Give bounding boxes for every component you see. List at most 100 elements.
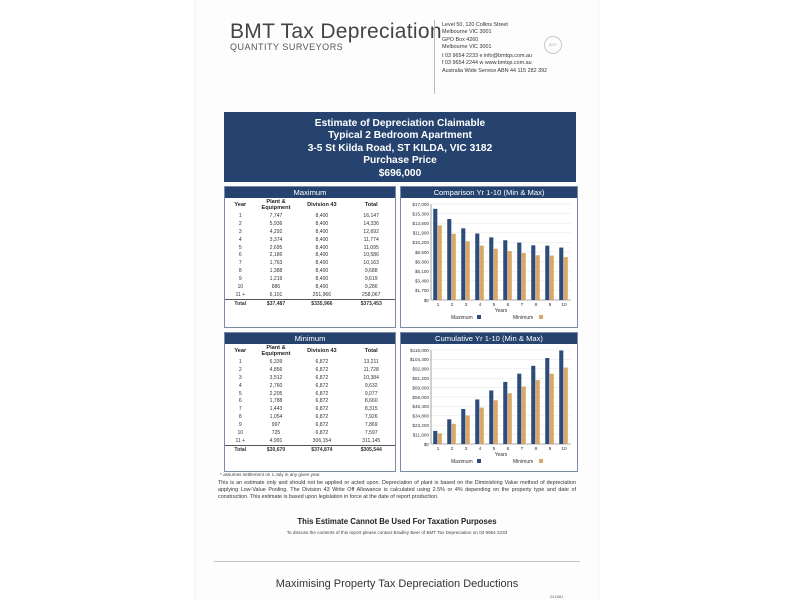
table-row: 6 1,788 6,872 8,660 [225,397,395,405]
table-cell: 7 [238,260,242,267]
table-cell: 1,388 [269,268,283,275]
table-row: 3 3,512 6,872 10,384 [225,374,395,382]
table-cell: 9,286 [364,283,378,290]
table-cell: 6 [238,252,242,259]
table-cell: 6,872 [315,406,329,413]
table-row: 7 1,443 6,872 8,315 [225,405,395,413]
table-row: 3 4,292 8,400 12,692 [225,228,395,236]
table-cell: 4 [238,382,242,389]
table-row: 7 1,763 8,400 10,163 [225,259,395,267]
table-row: 5 2,205 6,872 9,077 [225,390,395,398]
maximum-table-panel: Maximum Year Plant & Equipment Division … [224,186,396,328]
bar-maximum [559,350,564,444]
table-cell: 725 [271,429,281,436]
bar-maximum [489,237,494,300]
table-cell: 2,695 [269,244,283,251]
table-cell: 9,619 [364,276,378,283]
bar-minimum [479,407,484,444]
maximum-table: Year Plant & Equipment Division 43 Total… [225,198,395,309]
bar-minimum [479,245,484,300]
banner-title: Estimate of Depreciation Claimable [314,118,486,129]
footer-divider [214,561,580,562]
x-tick-label: 3 [465,302,468,308]
table-cell: 9,632 [364,382,378,389]
table-row: 10 725 6,872 7,597 [225,429,395,437]
table-row: 4 2,760 6,872 9,632 [225,382,395,390]
y-tick-label: $58,000 [412,395,429,400]
table-cell: 6,872 [315,414,329,421]
report-sheet: BMT Tax Depreciation QUANTITY SURVEYORS … [196,0,598,600]
bar-maximum [517,242,522,300]
table-cell: 886 [271,283,281,290]
table-cell: 3,374 [269,236,283,243]
y-tick-label: $34,800 [412,414,429,419]
legend-label: Maximum [451,459,473,465]
tagline: Maximising Property Tax Depreciation Ded… [275,578,519,590]
address-line: Melbourne VIC 3001 [442,43,492,50]
cumulative-chart: $0 $11,600 $23,200 $34,800 $46,400 $58,000 $69… [410,348,571,465]
table-cell: 10 [237,429,244,436]
table-cell: 4,292 [269,228,283,235]
table-cell: 5,936 [269,220,283,227]
table-cell: 6 [238,398,242,405]
legend-swatch [477,315,481,319]
table-cell: 2,186 [269,252,283,259]
table-cell: 11,095 [363,244,379,251]
contact-block: Level 50, 120 Collins Street Melbourne V… [442,22,582,75]
table-cell: 9,077 [364,390,378,397]
x-tick-label: 6 [507,302,510,308]
total-cell: $305,544 [347,444,395,455]
table-cell: 8 [238,268,242,275]
minimum-title: Minimum [225,333,395,344]
y-tick-label: $8,500 [415,250,429,255]
x-tick-label: 3 [465,446,468,452]
y-tick-label: $92,800 [412,367,429,372]
bar-maximum [489,390,494,444]
table-row: 1 6,339 6,872 13,211 [225,358,395,366]
maximum-title: Maximum [225,187,395,198]
table-cell: 1,763 [269,260,283,267]
cumulative-chart-panel: Cumulative Yr 1-10 (Min & Max) $0 $11,600… [400,332,578,472]
table-cell: 7,747 [269,212,283,219]
table-cell: 8,400 [315,283,329,290]
bar-maximum [517,373,522,444]
phone-line: t 03 9654 2233 e info@bmtqs.com.au [442,53,532,60]
legend-label: Minimum [513,315,533,321]
table-cell: 6,872 [315,429,329,436]
table-cell: 6,872 [315,422,329,429]
bar-maximum [433,208,438,300]
y-tick-label: $11,600 [413,432,430,437]
x-tick-label: 8 [535,446,538,452]
table-cell: 1,788 [269,398,283,405]
table-cell: 10 [237,283,244,290]
table-cell: 6,872 [315,358,329,365]
table-row: 9 997 6,872 7,869 [225,421,395,429]
header-divider [434,20,435,94]
y-tick-label: $1,700 [415,288,429,293]
bar-minimum [563,257,568,300]
banner-property-type: Typical 2 Bedroom Apartment [328,130,472,142]
table-row: 1 7,747 8,400 16,147 [225,212,395,220]
x-tick-label: 4 [479,446,482,452]
table-row: 4 3,374 8,400 11,774 [225,236,395,244]
total-cell: $374,874 [296,444,348,455]
y-tick-label: $3,400 [415,279,429,284]
contact-line: To discuss the contents of this report p… [286,530,508,535]
bar-maximum [531,245,536,300]
banner-price: $696,000 [378,167,422,179]
legend-swatch [539,315,543,319]
col-total: Total [364,202,378,208]
table-cell: 10,384 [363,374,379,381]
total-row: Total $37,487 $335,966 $373,453 [225,298,395,309]
table-cell: 4 [238,236,242,243]
x-axis-label: Years [495,452,508,458]
bar-minimum [465,241,470,300]
bar-maximum [503,240,508,300]
y-tick-label: $17,000 [412,202,429,207]
table-cell: 1,054 [269,414,283,421]
table-cell: 11,774 [363,236,379,243]
table-cell: 7 [238,406,242,413]
table-cell: 6,872 [315,374,329,381]
table-cell: 6,339 [269,358,283,365]
table-cell: 7,869 [364,422,378,429]
